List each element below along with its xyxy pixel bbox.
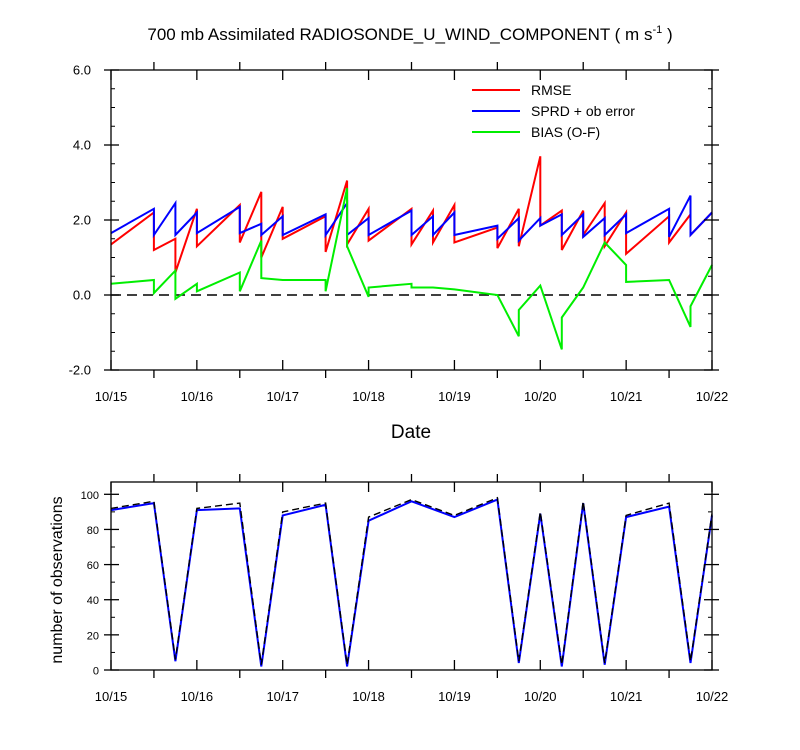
x-tick-label: 10/15 <box>95 689 128 704</box>
x-tick-label: 10/19 <box>438 389 471 404</box>
x-axis-label: Date <box>391 422 431 443</box>
top-series-group <box>110 156 713 350</box>
bottom-chart: 10/15 10/16 10/17 10/18 10/19 10/20 10/21 10/22… <box>49 474 728 704</box>
series-line-used <box>110 498 713 667</box>
y-axis-label: number of observations <box>49 496 66 663</box>
x-tick-label: 10/17 <box>266 689 299 704</box>
series-line-total <box>110 496 713 665</box>
y-tick-label: 2.0 <box>73 213 91 228</box>
chart-title-end: ) <box>662 25 672 44</box>
y-tick-label: 4.0 <box>73 138 91 153</box>
x-tick-label: 10/15 <box>95 389 128 404</box>
bottom-series-group <box>110 496 713 667</box>
y-tick-label: 20 <box>87 630 99 642</box>
y-tick-label: 40 <box>87 595 99 607</box>
chart-title-superscript: -1 <box>652 24 662 36</box>
x-tick-label: 10/20 <box>524 389 557 404</box>
y-tick-label: 6.0 <box>73 63 91 78</box>
series-line-sprd-ob-error <box>110 195 713 244</box>
series-line-bias-o-f <box>110 187 713 350</box>
y-tick-label: 0.0 <box>73 288 91 303</box>
y-tick-label: 60 <box>87 560 99 572</box>
x-tick-label: 10/21 <box>610 389 643 404</box>
x-tick-label: 10/21 <box>610 689 643 704</box>
x-tick-label: 10/22 <box>696 389 729 404</box>
y-tick-label: -2.0 <box>69 363 91 378</box>
y-tick-label: 80 <box>87 525 99 537</box>
x-tick-label: 10/22 <box>696 689 729 704</box>
legend-label: SPRD + ob error <box>531 103 635 119</box>
x-tick-label: 10/20 <box>524 689 557 704</box>
y-tick-label: 0 <box>93 666 99 678</box>
legend-label: RMSE <box>531 82 571 98</box>
legend: RMSE SPRD + ob error BIAS (O-F) <box>472 82 635 140</box>
chart-title-main: 700 mb Assimilated RADIOSONDE_U_WIND_COM… <box>147 25 652 44</box>
y-tick-label: 100 <box>81 490 99 502</box>
chart-title: 700 mb Assimilated RADIOSONDE_U_WIND_COM… <box>147 24 672 44</box>
bottom-axis-ticks: 10/15 10/16 10/17 10/18 10/19 10/20 10/21 10/22… <box>81 474 729 704</box>
x-tick-label: 10/18 <box>352 389 385 404</box>
x-tick-label: 10/19 <box>438 689 471 704</box>
x-tick-label: 10/17 <box>266 389 299 404</box>
legend-label: BIAS (O-F) <box>531 124 600 140</box>
x-tick-label: 10/18 <box>352 689 385 704</box>
top-chart: 10/15 10/16 10/17 10/18 10/19 10/20 10/21 10/22… <box>69 62 729 443</box>
top-axis-ticks: 10/15 10/16 10/17 10/18 10/19 10/20 10/21 10/22… <box>69 62 729 404</box>
x-tick-label: 10/16 <box>181 389 214 404</box>
x-tick-label: 10/16 <box>181 689 214 704</box>
